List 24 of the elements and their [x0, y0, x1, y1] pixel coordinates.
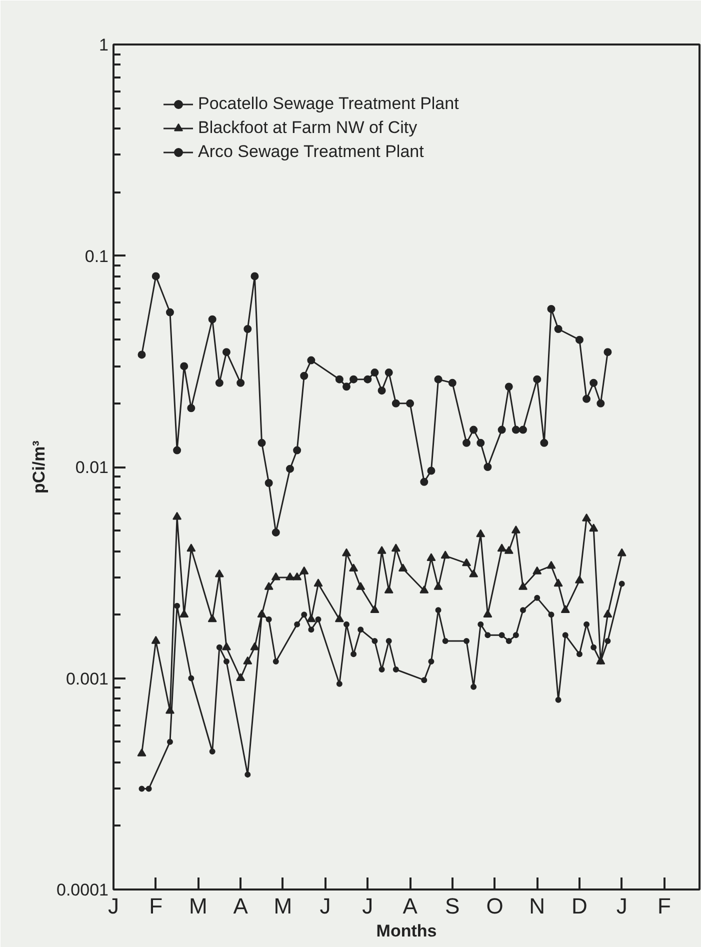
x-tick-label: J [362, 894, 374, 918]
x-tick-label: N [529, 894, 546, 918]
legend-label: Blackfoot at Farm NW of City [198, 118, 418, 138]
x-tick-label: A [233, 894, 248, 918]
y-tick-label: 0.001 [66, 669, 109, 688]
x-tick-label: J [108, 894, 119, 918]
x-tick-label: F [657, 894, 671, 918]
x-tick-label: O [486, 894, 504, 918]
y-tick-label: 0.01 [75, 458, 109, 477]
x-tick-label: F [149, 894, 163, 918]
x-axis-title: Months [376, 922, 437, 940]
x-tick-label: S [445, 894, 460, 918]
x-tick-label: D [572, 894, 588, 918]
y-axis-title: pCi/m³ [30, 440, 49, 494]
x-tick-label: A [402, 894, 418, 918]
y-tick-label: 0.0001 [56, 880, 109, 900]
y-tick-label: 1 [99, 36, 109, 54]
x-tick-label: M [189, 894, 208, 918]
x-tick-label: J [320, 894, 331, 918]
y-tick-label: 0.1 [84, 246, 109, 266]
x-tick-label: M [274, 894, 292, 918]
legend-label: Arco Sewage Treatment Plant [198, 142, 424, 162]
legend-label: Pocatello Sewage Treatment Plant [198, 94, 459, 114]
x-tick-label: J [616, 894, 628, 918]
